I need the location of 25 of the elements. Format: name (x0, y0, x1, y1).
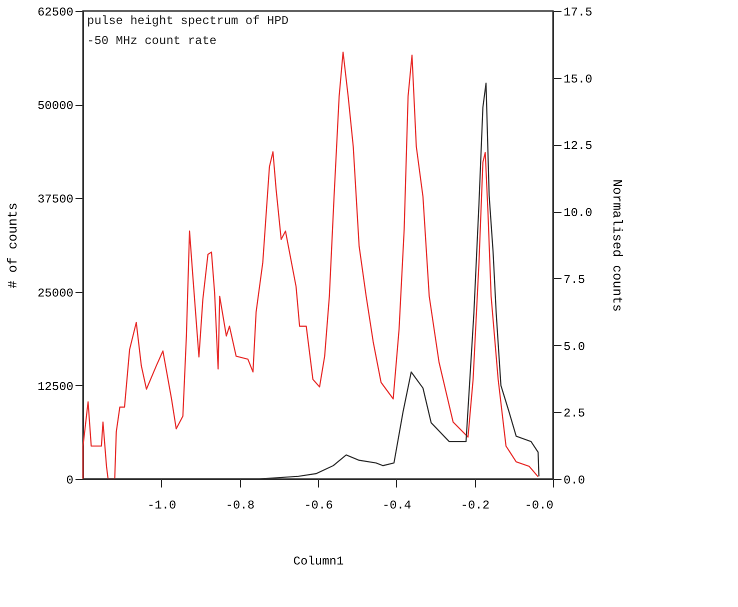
y2-axis-title: Normalised counts (609, 179, 624, 312)
y-tick-label: 0 (66, 474, 74, 488)
y2-tick-label: 15.0 (564, 72, 592, 86)
y-tick-label: 25000 (37, 286, 74, 300)
y2-tick-label: 5.0 (564, 340, 586, 354)
x-tick-label: -1.0 (147, 498, 176, 512)
y2-tick-label: 0.0 (564, 474, 586, 488)
x-tick-label: -0.8 (226, 498, 255, 512)
y-tick-label: 50000 (37, 99, 74, 114)
y-tick-label: 12500 (37, 380, 74, 394)
y2-tick-label: 2.5 (564, 406, 586, 421)
x-axis-title: Column1 (293, 554, 344, 568)
y-tick-label: 62500 (37, 6, 74, 20)
y2-tick-label: 7.5 (564, 272, 586, 287)
x-tick-label: -0.2 (460, 498, 490, 512)
y2-tick-label: 10.0 (564, 206, 592, 220)
y-tick-label: 37500 (37, 192, 74, 207)
x-tick-label: -0.6 (304, 498, 333, 512)
annotation: pulse height spectrum of HPD (87, 14, 289, 28)
annotation: -50 MHz count rate (87, 34, 217, 48)
x-tick-label: -0.4 (382, 498, 412, 512)
y-axis-title: # of counts (5, 202, 20, 288)
y2-tick-label: 17.5 (564, 6, 592, 20)
y2-tick-label: 12.5 (564, 139, 592, 154)
x-tick-label: -0.0 (524, 498, 554, 512)
